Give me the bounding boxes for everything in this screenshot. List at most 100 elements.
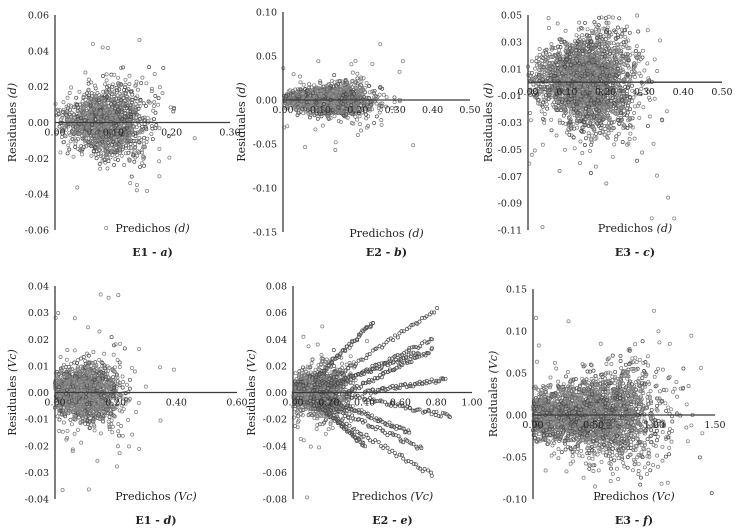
data-point: [93, 138, 98, 143]
data-point: [313, 127, 318, 132]
data-point: [86, 81, 91, 86]
data-point: [62, 140, 67, 144]
data-point: [378, 107, 383, 112]
x-axis-title-unit: (d): [174, 222, 190, 235]
data-point: [582, 143, 587, 147]
data-point: [307, 115, 312, 120]
data-point: [92, 125, 97, 130]
data-point: [608, 98, 613, 103]
data-point: [124, 143, 128, 148]
data-point: [593, 136, 598, 141]
data-point: [89, 96, 94, 101]
data-point: [314, 100, 319, 105]
data-point: [298, 87, 303, 92]
data-point: [332, 114, 337, 119]
data-point: [125, 140, 130, 145]
data-point: [400, 59, 405, 64]
data-point: [94, 110, 98, 115]
data-point: [151, 108, 156, 113]
data-point: [137, 113, 141, 118]
data-point: [345, 80, 349, 85]
data-point: [152, 100, 157, 105]
data-point: [563, 147, 567, 152]
data-point: [632, 136, 637, 141]
x-axis-title-main: Predichos: [349, 227, 405, 240]
panel-caption-letter: a: [160, 246, 167, 259]
data-point: [104, 225, 109, 230]
data-point: [81, 109, 86, 114]
data-point: [129, 115, 134, 120]
data-point: [154, 123, 159, 128]
data-point: [284, 94, 289, 99]
panel-caption-main: E1 -: [132, 246, 160, 259]
data-point: [364, 80, 369, 85]
data-point: [542, 120, 547, 125]
data-point: [143, 118, 147, 123]
data-point: [539, 109, 544, 114]
data-point: [152, 117, 156, 122]
data-point: [106, 159, 111, 164]
data-point: [565, 130, 569, 135]
data-point: [561, 113, 566, 118]
data-point: [67, 147, 72, 152]
data-point: [80, 136, 85, 141]
data-point: [629, 124, 634, 129]
data-point: [86, 77, 91, 82]
data-point: [96, 125, 101, 130]
data-point: [126, 98, 130, 103]
data-point: [537, 47, 542, 51]
data-point: [314, 85, 319, 90]
data-point: [77, 112, 82, 117]
data-point: [80, 99, 85, 104]
data-point: [141, 101, 146, 106]
data-point: [372, 91, 376, 96]
data-point: [664, 109, 669, 114]
data-point: [351, 121, 356, 126]
data-point: [588, 148, 592, 153]
data-point: [140, 124, 145, 129]
data-point: [580, 33, 585, 38]
y-axis-title-main: Residuales: [235, 98, 248, 162]
data-point: [318, 92, 323, 97]
data-point: [291, 93, 296, 98]
data-point: [287, 88, 292, 93]
data-point: [73, 141, 78, 146]
data-point: [303, 145, 308, 150]
data-point: [563, 28, 568, 33]
data-point: [130, 127, 135, 132]
data-point: [605, 136, 610, 141]
data-point: [355, 81, 360, 86]
data-point: [580, 26, 585, 31]
data-point: [293, 87, 298, 92]
y-axis-title: Residuales (d): [235, 82, 248, 161]
data-point: [127, 82, 132, 86]
data-point: [359, 75, 364, 80]
data-point: [345, 115, 350, 120]
data-point: [89, 144, 94, 149]
data-point: [192, 136, 197, 141]
data-point: [67, 91, 72, 95]
data-point: [636, 29, 641, 34]
data-point: [157, 174, 162, 179]
data-point: [110, 84, 115, 89]
data-point: [628, 131, 633, 136]
data-point: [107, 110, 112, 115]
data-point: [84, 125, 89, 130]
data-point: [333, 140, 338, 145]
data-point: [121, 65, 125, 70]
data-point: [145, 116, 150, 121]
data-point: [575, 125, 580, 130]
data-point: [138, 98, 143, 103]
y-tick-label: -0.04: [25, 190, 49, 201]
data-point: [318, 80, 323, 85]
data-point: [640, 48, 645, 53]
data-point: [374, 114, 379, 119]
data-point: [98, 166, 103, 171]
data-point: [379, 122, 384, 127]
data-point: [97, 104, 101, 109]
data-point: [359, 88, 364, 93]
data-point: [135, 99, 140, 104]
data-point: [80, 152, 84, 157]
data-point: [104, 78, 109, 83]
data-point: [315, 116, 320, 121]
